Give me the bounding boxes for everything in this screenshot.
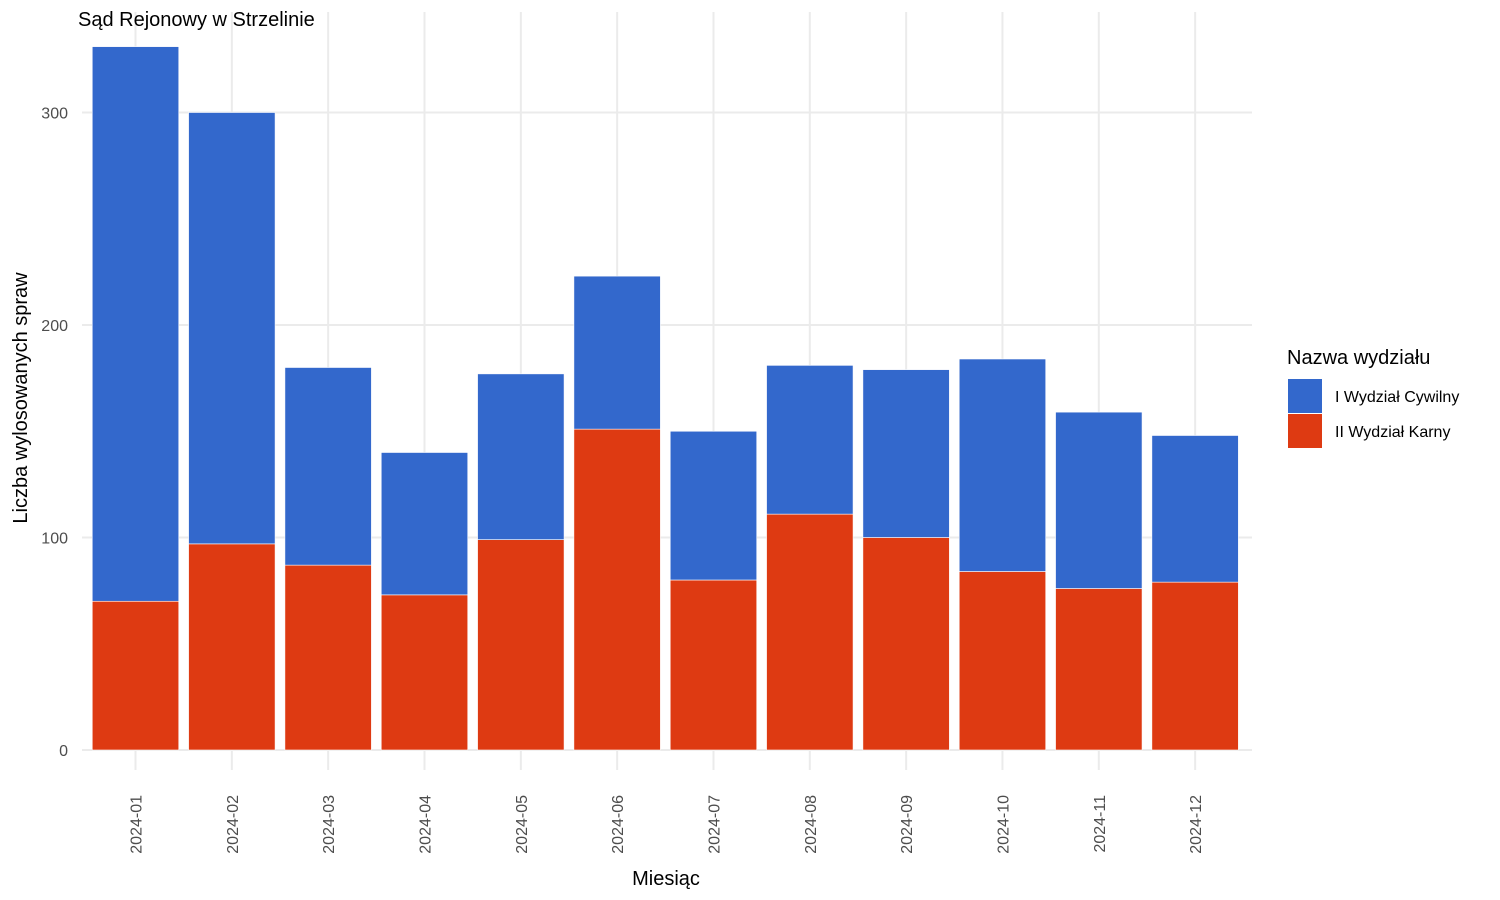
bar-segment-karny-2024-02 [188, 543, 276, 751]
y-tick-label: 300 [41, 106, 68, 123]
y-axis-title: Liczba wylosowanych spraw [10, 272, 32, 524]
x-tick-label: 2024-02 [225, 795, 242, 854]
legend: Nazwa wydziału I Wydział Cywilny II Wydzi… [1287, 347, 1459, 448]
bar-segment-cywilny-2024-03 [284, 367, 372, 566]
bar-segment-karny-2024-06 [573, 428, 661, 751]
bar-segment-cywilny-2024-08 [766, 365, 854, 515]
y-tick-label: 100 [41, 531, 68, 548]
legend-swatch [1288, 414, 1322, 448]
legend-label: II Wydział Karny [1335, 424, 1450, 441]
bar-segment-karny-2024-04 [380, 594, 469, 751]
legend-title: Nazwa wydziału [1287, 347, 1430, 369]
bar-segment-karny-2024-12 [1151, 581, 1239, 751]
bar-segment-cywilny-2024-02 [188, 112, 276, 545]
x-tick-label: 2024-01 [129, 795, 146, 854]
bar-segment-cywilny-2024-07 [669, 430, 758, 581]
x-tick-label: 2024-04 [417, 795, 434, 854]
bar-segment-cywilny-2024-12 [1151, 435, 1239, 583]
bar-segment-cywilny-2024-01 [91, 46, 180, 602]
bar-segment-karny-2024-05 [477, 539, 565, 751]
legend-swatch [1288, 379, 1322, 413]
chart-title: Sąd Rejonowy w Strzelinie [78, 9, 315, 31]
x-axis-ticks: 2024-01 2024-02 2024-03 2024-04 2024-05 2024-… [129, 795, 1206, 854]
y-axis-ticks: 0 100 200 300 [41, 106, 68, 761]
x-axis-title: Miesiąc [632, 868, 700, 890]
bar-segment-cywilny-2024-04 [380, 452, 469, 596]
y-tick-label: 200 [41, 318, 68, 335]
y-tick-label: 0 [59, 743, 68, 760]
x-tick-label: 2024-08 [803, 795, 820, 854]
bar-segment-karny-2024-03 [284, 564, 372, 751]
bar-segment-karny-2024-09 [862, 537, 950, 751]
bar-segment-cywilny-2024-05 [477, 373, 565, 540]
x-tick-label: 2024-05 [514, 795, 531, 854]
bar-segment-cywilny-2024-10 [958, 358, 1047, 572]
x-tick-label: 2024-12 [1188, 795, 1205, 854]
bar-segment-karny-2024-01 [91, 600, 180, 751]
legend-entries: I Wydział Cywilny II Wydział Karny [1288, 379, 1459, 448]
bar-segment-cywilny-2024-11 [1055, 411, 1143, 589]
x-tick-label: 2024-06 [610, 795, 627, 854]
bar-segment-cywilny-2024-09 [862, 369, 950, 538]
x-tick-label: 2024-07 [706, 795, 723, 854]
bars-layer [91, 46, 1239, 751]
x-tick-label: 2024-10 [995, 795, 1012, 854]
bar-segment-cywilny-2024-06 [573, 275, 661, 430]
x-tick-label: 2024-11 [1092, 795, 1109, 853]
bar-segment-karny-2024-07 [669, 579, 758, 751]
bar-segment-karny-2024-08 [766, 513, 854, 751]
x-tick-label: 2024-03 [321, 795, 338, 854]
legend-label: I Wydział Cywilny [1335, 389, 1459, 406]
bar-segment-karny-2024-11 [1055, 588, 1143, 751]
bar-segment-karny-2024-10 [958, 571, 1047, 751]
x-tick-label: 2024-09 [899, 795, 916, 854]
